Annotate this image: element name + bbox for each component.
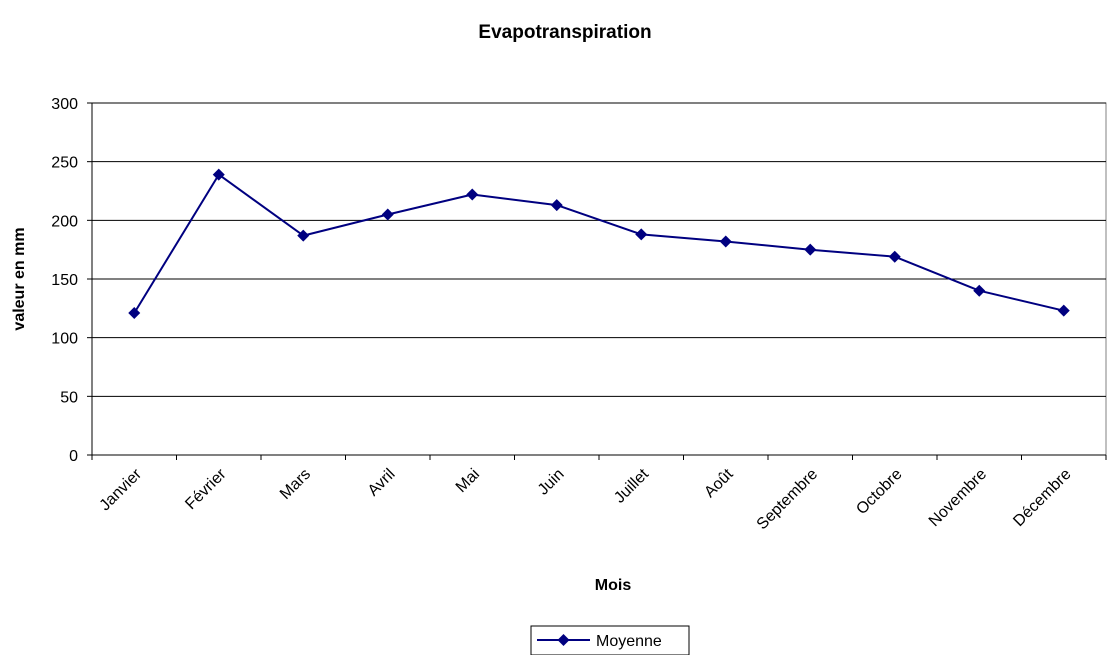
x-tick-label: Août [701, 465, 737, 501]
x-tick-label: Juillet [611, 465, 652, 506]
data-point-marker [212, 168, 225, 181]
plot-area: 0 50 100 150 200 250 300 Janvier Février Mars Avr… [51, 96, 1107, 533]
x-axis-title: Mois [595, 577, 632, 594]
data-point-marker [973, 284, 986, 297]
data-point-marker [1057, 304, 1070, 317]
data-point-marker [888, 250, 901, 263]
y-tick-label: 300 [51, 96, 78, 113]
series-layer [128, 168, 1070, 320]
data-point-marker [128, 307, 141, 320]
data-point-marker [635, 228, 648, 241]
y-tick-label: 100 [51, 331, 78, 348]
x-axis-ticks: Janvier Février Mars Avril Mai Juin Juillet Aoû… [91, 455, 1107, 533]
y-tick-label: 250 [51, 155, 78, 172]
data-point-marker [466, 188, 479, 201]
x-tick-label: Février [182, 465, 230, 513]
x-tick-label: Juin [535, 466, 568, 499]
x-tick-label: Janvier [97, 465, 146, 514]
x-tick-label: Novembre [926, 466, 990, 530]
data-point-marker [381, 208, 394, 221]
legend-label: Moyenne [596, 633, 662, 650]
grid-lines [92, 102, 1106, 397]
x-tick-label: Avril [365, 466, 399, 500]
data-point-marker [297, 229, 310, 242]
y-axis-ticks: 0 50 100 150 200 250 300 [51, 96, 92, 465]
x-tick-label: Septembre [754, 466, 821, 533]
chart-title: Evapotranspiration [478, 22, 651, 43]
legend-marker-icon [557, 634, 570, 646]
data-point-marker [804, 243, 817, 256]
y-tick-label: 50 [60, 389, 78, 406]
y-tick-label: 200 [51, 213, 78, 230]
y-tick-label: 150 [51, 272, 78, 289]
x-tick-label: Mai [453, 466, 483, 496]
x-tick-label: Mars [277, 466, 314, 503]
x-tick-label: Octobre [853, 466, 905, 518]
series-line-0 [133, 173, 1065, 314]
y-axis-title: valeur en mm [11, 227, 28, 330]
legend: Moyenne [530, 625, 690, 655]
x-tick-label: Décembre [1010, 466, 1074, 530]
data-point-marker [550, 199, 563, 212]
y-tick-label: 0 [69, 448, 78, 465]
data-point-marker [719, 235, 732, 248]
